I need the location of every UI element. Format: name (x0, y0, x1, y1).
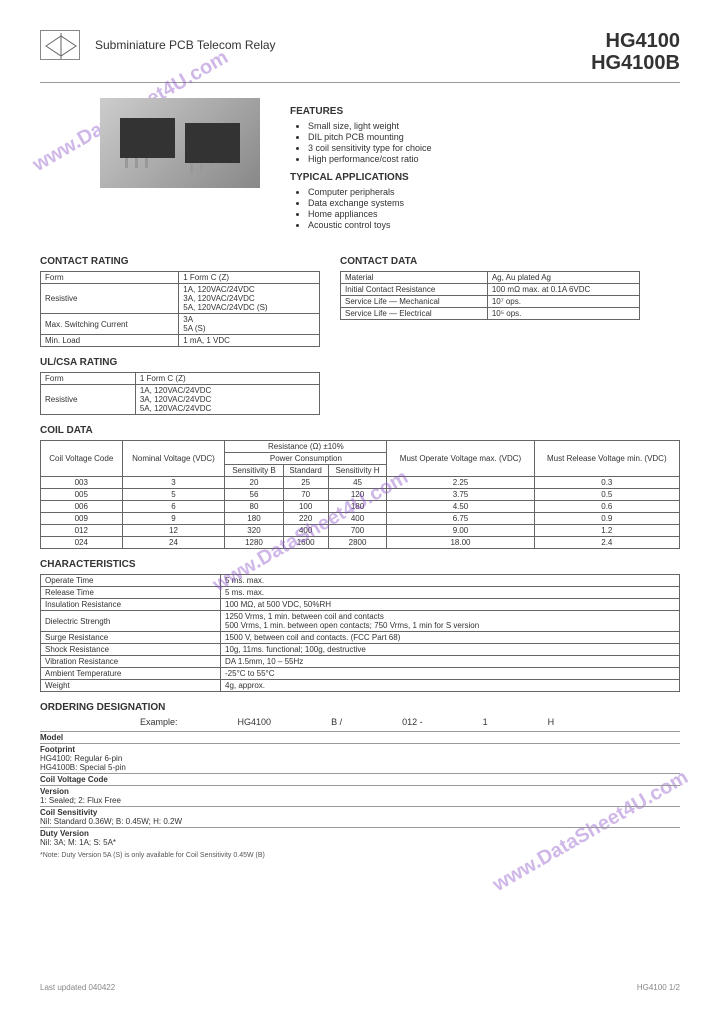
applications-list: Computer peripheralsData exchange system… (308, 187, 680, 230)
header: Subminiature PCB Telecom Relay HG4100 HG… (40, 30, 680, 83)
contact-rating-table: Form1 Form C (Z) Resistive1A, 120VAC/24V… (40, 271, 320, 347)
coil-table: Coil Voltage Code Nominal Voltage (VDC) … (40, 440, 680, 549)
characteristics-title: CHARACTERISTICS (40, 559, 680, 570)
ulcsa-title: UL/CSA RATING (40, 357, 680, 368)
subtitle: Subminiature PCB Telecom Relay (95, 38, 276, 52)
ordering-tree: Model FootprintHG4100: Regular 6-pin HG4… (40, 731, 680, 848)
footer: Last updated 040422 HG4100 1/2 (40, 983, 680, 992)
product-image (100, 98, 260, 188)
contact-rating-title: CONTACT RATING (40, 256, 320, 267)
part-numbers: HG4100 HG4100B (591, 30, 680, 74)
features-title: FEATURES (290, 106, 680, 117)
contact-data-title: CONTACT DATA (340, 256, 640, 267)
ordering-title: ORDERING DESIGNATION (40, 702, 680, 713)
contact-data-table: MaterialAg, Au plated Ag Initial Contact… (340, 271, 640, 320)
ulcsa-table: Form1 Form C (Z) Resistive1A, 120VAC/24V… (40, 372, 320, 415)
features-list: Small size, light weightDIL pitch PCB mo… (308, 121, 680, 164)
logo-icon (40, 30, 80, 60)
ordering-example: Example: HG4100 B / 012 - 1 H (140, 717, 680, 727)
coil-title: COIL DATA (40, 425, 680, 436)
applications-title: TYPICAL APPLICATIONS (290, 172, 680, 183)
characteristics-table: Operate Time5 ms. max. Release Time5 ms.… (40, 574, 680, 692)
ordering-note: *Note: Duty Version 5A (S) is only avail… (40, 852, 680, 859)
